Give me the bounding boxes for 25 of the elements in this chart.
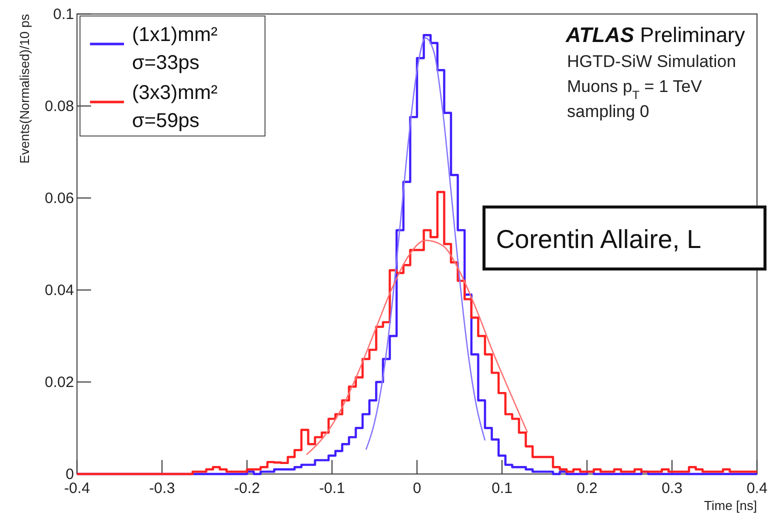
annotation: ATLAS Preliminary [564, 24, 746, 47]
annotation: sampling 0 [567, 102, 650, 121]
annotation: HGTD-SiW Simulation [567, 52, 736, 71]
y-tick-label: 0.02 [44, 374, 74, 391]
x-tick-label: 0.2 [576, 480, 598, 497]
legend-label: (1x1)mm² σ=33ps [132, 24, 218, 74]
annotation: Corentin Allaire, L [496, 224, 702, 254]
y-tick-label: 0 [66, 466, 74, 483]
y-tick-label: 0.1 [53, 6, 74, 23]
x-tick-label: -0.1 [319, 480, 345, 497]
y-tick-label: 0.04 [44, 282, 74, 299]
x-tick-label: 0.1 [492, 480, 512, 497]
line-series [365, 37, 486, 450]
x-tick-label: 0 [412, 480, 422, 497]
y-tick-label: 0.06 [44, 190, 74, 207]
x-tick-label: -0.3 [149, 480, 175, 497]
annotation: Muons p$_{T}$ = 1 TeV [567, 77, 703, 102]
legend-label: (3x3)mm² σ=59ps [132, 82, 218, 132]
x-tick-label: -0.2 [234, 480, 260, 497]
x-tick-label: -0.4 [64, 480, 90, 497]
y-tick-label: 0.08 [44, 98, 74, 115]
x-tick-label: 0.3 [662, 480, 682, 497]
x-axis-title: Time [ns] [704, 498, 757, 513]
y-axis-title: Events(Normalised)/10 ps [17, 14, 32, 164]
x-tick-label: 0.4 [746, 480, 768, 497]
